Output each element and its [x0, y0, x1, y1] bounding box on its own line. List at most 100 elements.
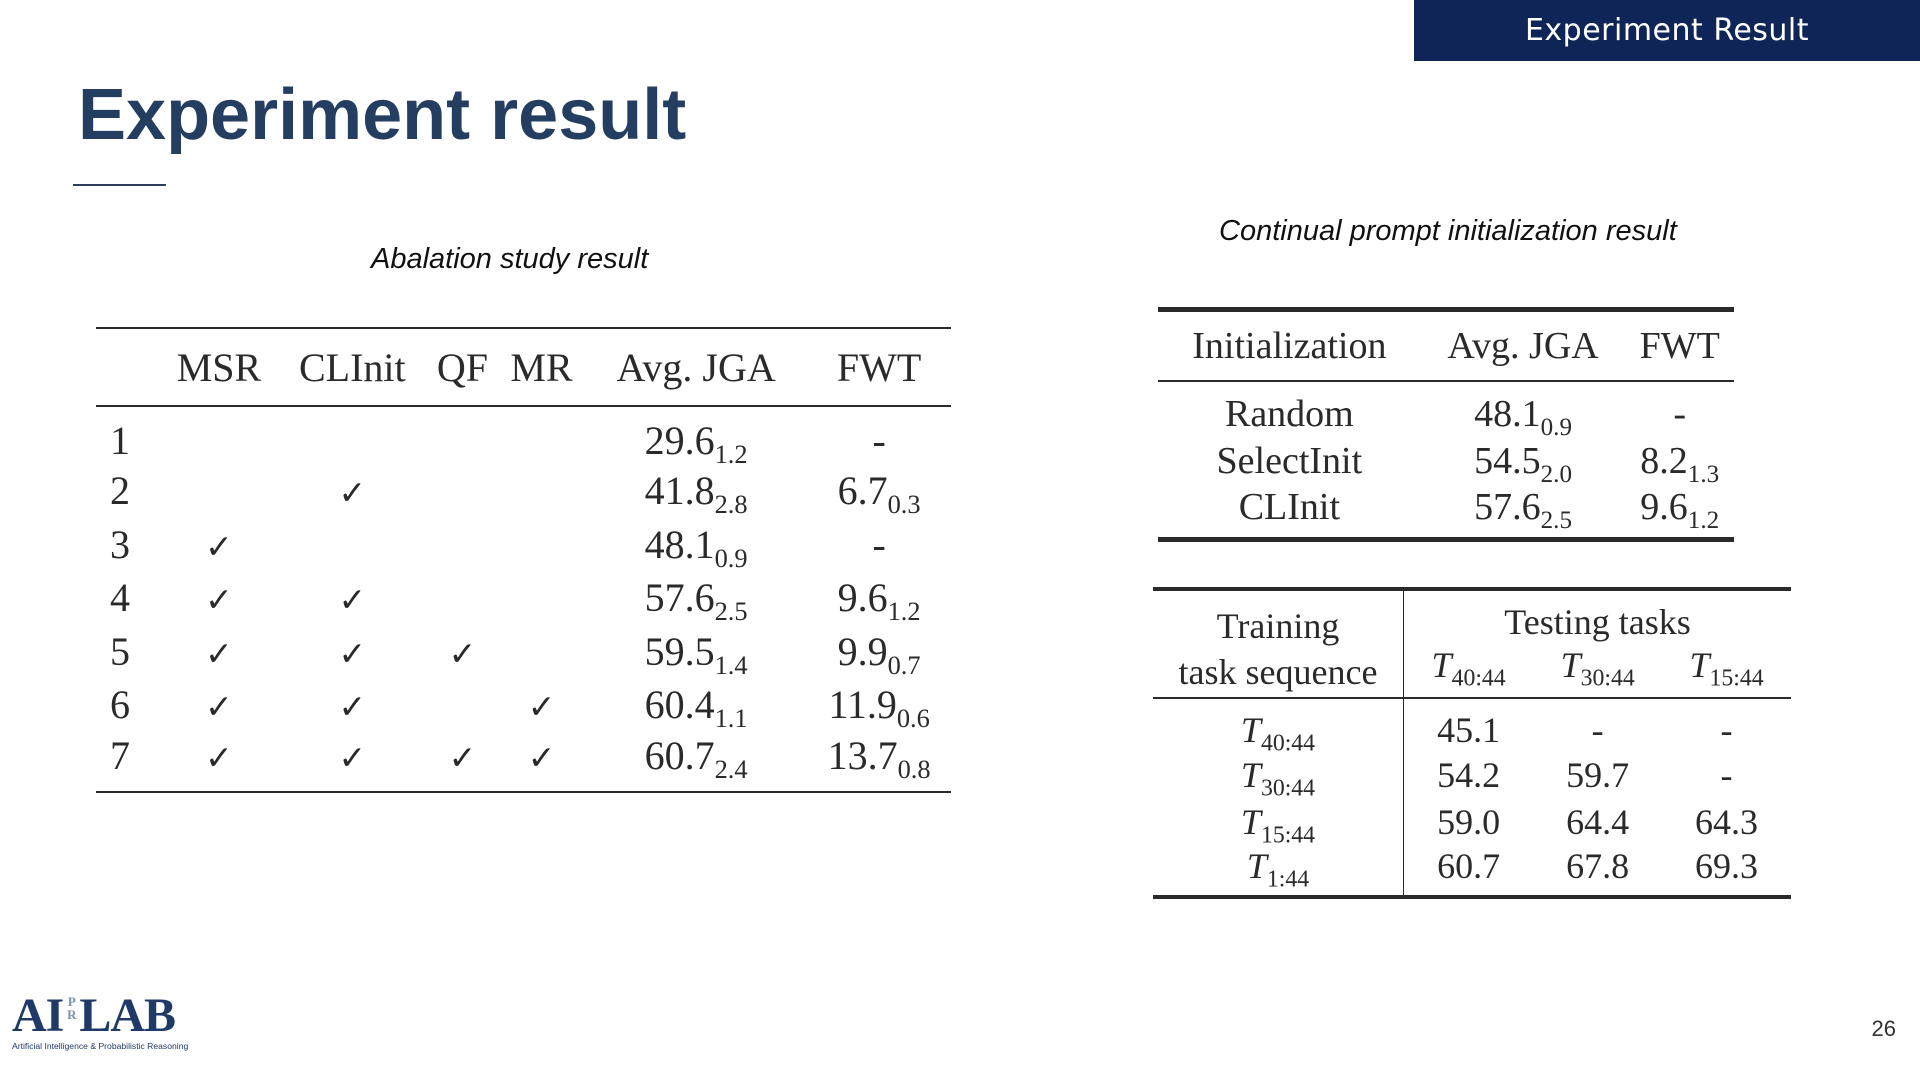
ablation-mr-cell — [498, 464, 585, 518]
transfer-value-cell: 69.3 — [1695, 846, 1759, 886]
task-symbol: T — [1689, 645, 1710, 685]
ablation-jga-cell-value: 29.6 — [644, 418, 715, 463]
ablation-jga-cell: 48.10.9 — [585, 518, 807, 573]
ablation-clinit-cell — [278, 518, 427, 572]
task-symbol: T — [1560, 645, 1581, 685]
check-icon: ✓ — [205, 526, 233, 566]
ablation-clinit-cell: ✓ — [278, 732, 427, 792]
init-jga-cell: 48.10.9 — [1421, 381, 1626, 440]
logo-wordmark: AI P RLAB — [12, 992, 202, 1040]
logo-ai: AI — [12, 989, 64, 1042]
transfer-train-cell: T30:44 — [1153, 751, 1404, 800]
transfer-value-cell: 59.0 — [1437, 801, 1501, 842]
init-name-cell: CLInit — [1238, 486, 1341, 528]
init-fwt-cell-value: 8.2 — [1640, 439, 1688, 482]
transfer-train-cell: T15:44 — [1153, 798, 1404, 847]
check-icon: ✓ — [205, 687, 233, 727]
transfer-table: Training task sequence Testing tasks T40… — [1153, 587, 1791, 899]
check-icon: ✓ — [205, 737, 233, 777]
ablation-jga-cell: 57.62.5 — [585, 571, 807, 624]
ablation-jga-cell-std: 2.8 — [714, 489, 748, 520]
ablation-qf-cell — [427, 406, 498, 464]
transfer-test-header: Testing tasks — [1504, 602, 1691, 642]
ablation-row-index: 7 — [110, 732, 130, 778]
transfer-value-cell: 64.3 — [1695, 801, 1759, 842]
transfer-value-cell: - — [1720, 754, 1733, 795]
init-jga-cell-value: 48.1 — [1474, 393, 1541, 435]
ablation-msr-cell: ✓ — [160, 625, 278, 679]
ablation-msr-cell — [160, 464, 278, 518]
transfer-value-cell: 67.8 — [1566, 846, 1630, 886]
transfer-value-cell: 64.4 — [1566, 801, 1630, 842]
init-col-initialization: Initialization — [1192, 325, 1387, 367]
page-title: Experiment result — [78, 75, 687, 155]
task-symbol: T — [1240, 801, 1261, 842]
ablation-col-clinit: CLInit — [298, 344, 406, 390]
ablation-msr-cell — [160, 406, 278, 464]
ablation-jga-cell-std: 0.9 — [714, 542, 748, 573]
ablation-row: 6 ✓ ✓ ✓ 60.41.1 11.90.6 — [96, 678, 951, 732]
init-table: Initialization Avg. JGA FWT Random 48.10.… — [1158, 307, 1734, 542]
ablation-fwt-cell-value: 9.9 — [837, 628, 888, 674]
ablation-clinit-cell: ✓ — [278, 678, 427, 732]
check-icon: ✓ — [527, 687, 556, 727]
ablation-mr-cell: ✓ — [498, 678, 585, 732]
init-jga-cell-value: 54.5 — [1474, 439, 1541, 482]
ablation-col-qf: QF — [436, 344, 488, 390]
ablation-row-index: 5 — [110, 628, 130, 674]
init-row: Random 48.10.9 - — [1158, 381, 1734, 440]
ablation-col-mr: MR — [510, 344, 573, 390]
ablation-row-index: 6 — [110, 682, 130, 728]
task-range: 15:44 — [1709, 665, 1764, 692]
init-col-jga: Avg. JGA — [1447, 325, 1599, 367]
check-icon: ✓ — [448, 737, 477, 777]
ablation-jga-cell-value: 60.7 — [644, 732, 715, 778]
ablation-fwt-cell-value: - — [872, 418, 886, 463]
init-jga-cell-std: 0.9 — [1540, 413, 1572, 441]
ablation-fwt-cell: 9.90.7 — [807, 625, 951, 678]
init-name-cell: Random — [1224, 393, 1354, 435]
init-jga-cell-value: 57.6 — [1474, 486, 1541, 528]
ablation-fwt-cell: 13.70.8 — [807, 732, 951, 792]
transfer-header-row-2: T40:44 T30:44 T15:44 — [1153, 643, 1791, 698]
ablation-mr-cell — [498, 518, 585, 572]
transfer-value-cell: 54.2 — [1437, 754, 1501, 795]
ablation-fwt-cell: 9.61.2 — [807, 571, 951, 624]
transfer-row: T15:44 59.0 64.4 64.3 — [1153, 798, 1791, 847]
init-row: SelectInit 54.52.0 8.21.3 — [1158, 436, 1734, 487]
ablation-col-index — [96, 328, 160, 406]
ablation-msr-cell: ✓ — [160, 732, 278, 792]
ablation-clinit-cell: ✓ — [278, 625, 427, 679]
task-range: 40:44 — [1451, 665, 1506, 692]
check-icon: ✓ — [338, 473, 367, 513]
lab-logo: AI P RLAB Artificial Intelligence & Probab… — [12, 992, 202, 1052]
ablation-fwt-cell-value: 6.7 — [837, 468, 888, 514]
task-range: 40:44 — [1260, 730, 1316, 757]
ablation-header-row: MSR CLInit QF MR Avg. JGA FWT — [96, 328, 951, 406]
ablation-fwt-cell-value: - — [872, 521, 886, 567]
ablation-fwt-cell: - — [807, 518, 951, 572]
transfer-value-cell: 60.7 — [1437, 846, 1501, 886]
init-fwt-cell: - — [1625, 381, 1734, 436]
check-icon: ✓ — [205, 633, 233, 673]
ablation-table: MSR CLInit QF MR Avg. JGA FWT 1 29.61.2-2… — [96, 327, 951, 793]
train-header-line1: Training — [1216, 606, 1340, 646]
check-icon: ✓ — [205, 580, 233, 620]
logo-p: P — [67, 994, 76, 1009]
ablation-fwt-cell: 11.90.6 — [807, 678, 951, 731]
ablation-fwt-cell-value: 13.7 — [827, 732, 898, 778]
transfer-value-cell: 45.1 — [1437, 710, 1501, 750]
init-caption: Continual prompt initialization result — [1219, 215, 1677, 247]
ablation-col-msr: MSR — [176, 344, 262, 390]
init-fwt-cell: 8.21.3 — [1625, 436, 1734, 487]
transfer-test-col: T40:44 — [1404, 643, 1534, 698]
ablation-jga-cell-std: 1.2 — [714, 439, 748, 470]
ablation-jga-cell-value: 57.6 — [644, 575, 715, 621]
transfer-row: T1:44 60.7 67.8 69.3 — [1153, 845, 1791, 897]
transfer-train-cell: T40:44 — [1153, 698, 1404, 755]
init-col-fwt: FWT — [1639, 325, 1720, 367]
logo-r: R — [67, 1007, 76, 1022]
task-symbol: T — [1240, 710, 1261, 750]
init-jga-cell-std: 2.5 — [1540, 506, 1572, 534]
task-symbol: T — [1240, 754, 1261, 795]
